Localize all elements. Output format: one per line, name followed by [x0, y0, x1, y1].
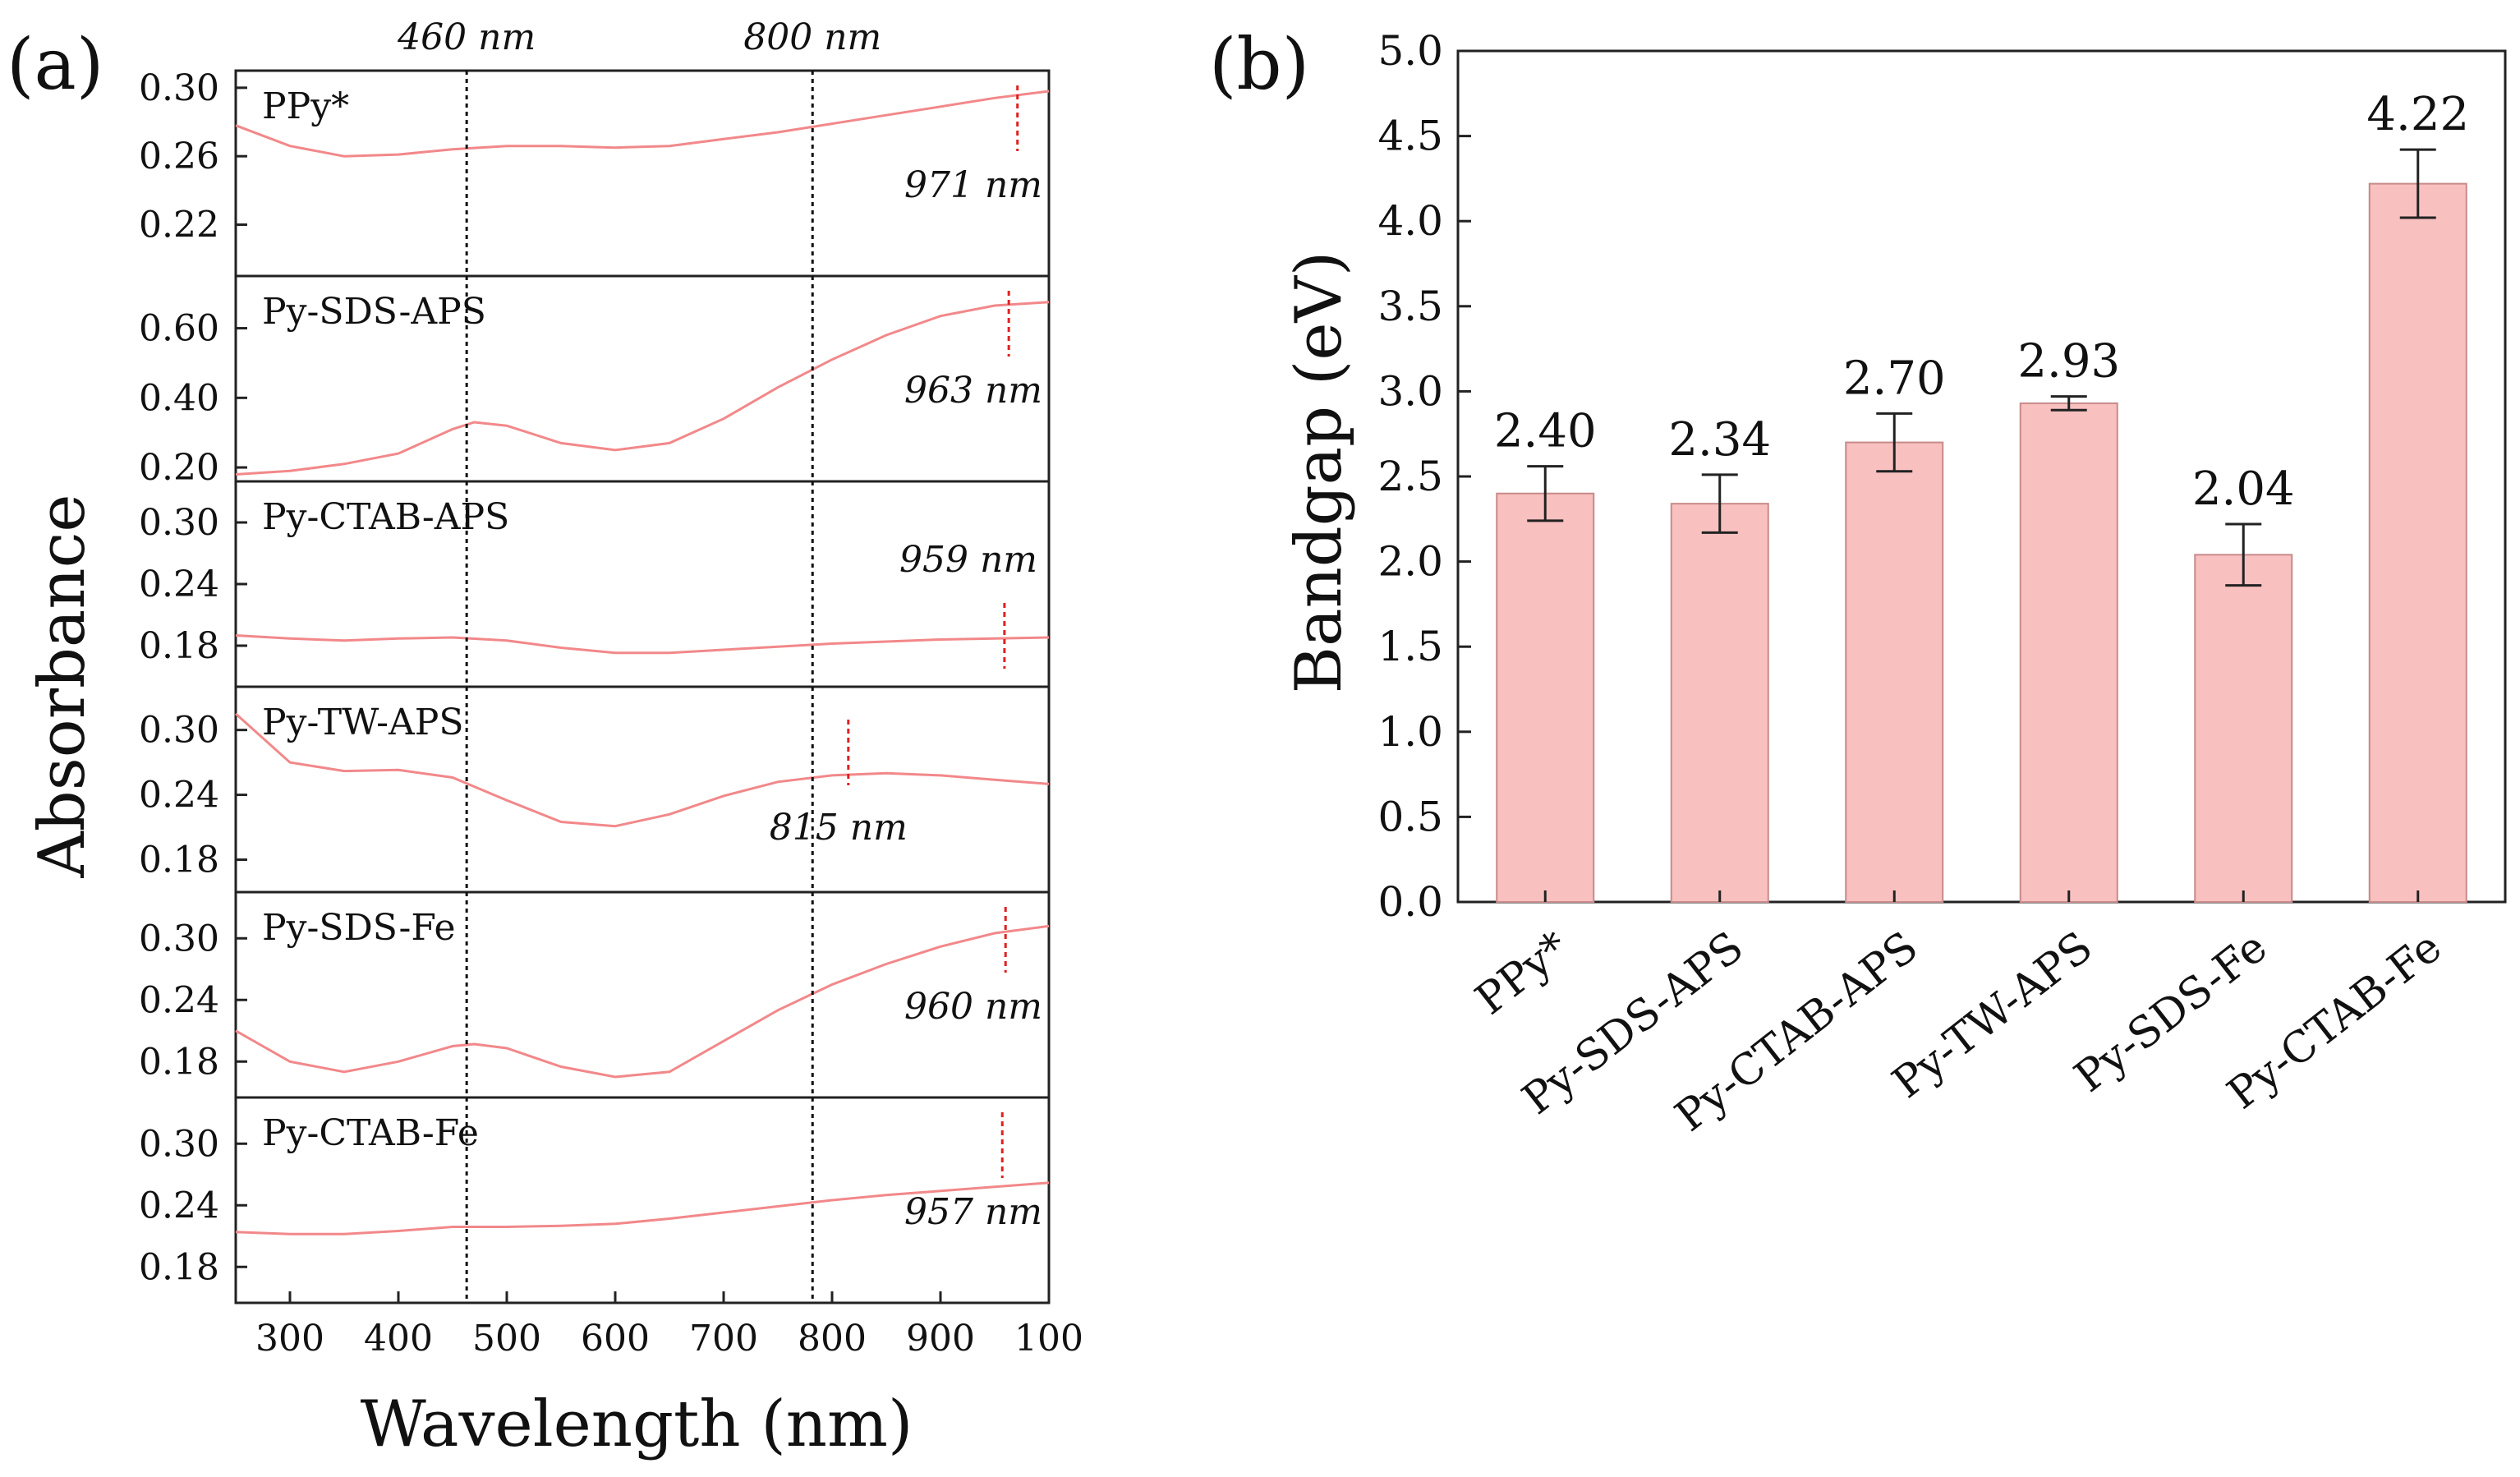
x-tick-label: 700 [689, 1318, 758, 1360]
y-tick-label: 0.30 [139, 1123, 219, 1165]
bar-value-label: 2.40 [1494, 405, 1597, 458]
bar [1845, 441, 1944, 903]
y-tick-label: 0.0 [1377, 878, 1443, 926]
y-tick-label: 0.24 [139, 564, 219, 605]
y-tick-label: 3.5 [1377, 283, 1443, 330]
bar-value-label: 2.04 [2192, 462, 2295, 516]
y-tick-label: 2.0 [1377, 538, 1443, 586]
x-tick-label: 800 [798, 1318, 867, 1360]
panel-a-label: (a) [7, 24, 103, 106]
y-tick-label: 0.26 [139, 136, 219, 177]
y-tick-label: 0.24 [139, 775, 219, 817]
spectrum-name-label: Py-CTAB-Fe [262, 1112, 479, 1154]
spectrum-line [235, 924, 1050, 1079]
bandgap-y-axis-title: Bandgap (eV) [1282, 251, 1356, 694]
y-tick-label: 0.60 [139, 308, 219, 350]
bandgap-chart: 0.0 0.5 1.0 1.5 2.0 2.5 3.0 3.5 4.0 4.5 5.0 2.40 PPy… [1377, 27, 2507, 1141]
spectrum-line [235, 90, 1050, 158]
y-tick-label: 0.30 [139, 67, 219, 109]
y-tick-label: 0.5 [1377, 793, 1443, 840]
wavelength-x-axis-title: Wavelength (nm) [361, 1387, 913, 1461]
y-tick-label: 4.0 [1377, 197, 1443, 245]
y-tick-label: 0.30 [139, 710, 219, 752]
y-tick-label: 0.22 [139, 205, 219, 246]
bar-plot-frame [1456, 49, 2507, 904]
bar-value-label: 2.70 [1843, 352, 1946, 405]
y-tick-label: 0.40 [139, 377, 219, 419]
spectrum-line [235, 1181, 1050, 1235]
peak-wavelength-label: 815 nm [770, 807, 908, 849]
spectrum-name-label: Py-SDS-APS [262, 291, 486, 333]
y-tick-label: 0.18 [139, 1041, 219, 1083]
bar [1496, 492, 1595, 903]
x-tick-label: 400 [364, 1318, 433, 1360]
y-tick-label: 1.5 [1377, 623, 1443, 670]
y-tick-label: 3.0 [1377, 367, 1443, 415]
spectrum-name-label: Py-TW-APS [262, 702, 464, 743]
x-tick-label: 100 [1014, 1318, 1083, 1360]
spectrum-name-label: PPy* [262, 85, 349, 127]
y-tick-label: 4.5 [1377, 113, 1443, 160]
y-tick-label: 0.18 [139, 1246, 219, 1288]
spectrum-line [235, 301, 1050, 476]
y-tick-label: 0.24 [139, 1185, 219, 1226]
spectrum-panel-frame [234, 1096, 1051, 1304]
x-tick-label: 300 [255, 1318, 324, 1360]
y-tick-label: 1.0 [1377, 708, 1443, 756]
spectrum-line [234, 712, 1050, 828]
bar-value-label: 2.34 [1668, 413, 1771, 467]
y-tick-label: 0.18 [139, 625, 219, 667]
x-tick-label: 600 [581, 1318, 650, 1360]
peak-wavelength-label: 959 nm [899, 539, 1037, 581]
x-tick-label: 500 [472, 1318, 541, 1360]
y-tick-label: 5.0 [1377, 27, 1443, 75]
reference-line-label: 460 nm [397, 16, 536, 58]
bar [2368, 182, 2467, 903]
spectrum-name-label: Py-CTAB-APS [262, 496, 509, 538]
peak-wavelength-label: 971 nm [904, 164, 1042, 206]
peak-wavelength-label: 957 nm [904, 1191, 1042, 1233]
spectrum-line [235, 634, 1050, 655]
y-tick-label: 0.30 [139, 502, 219, 544]
bar [2194, 554, 2293, 903]
x-tick-label: 900 [906, 1318, 975, 1360]
y-tick-label: 0.30 [139, 918, 219, 959]
bar-value-label: 2.93 [2017, 335, 2120, 389]
y-tick-label: 0.18 [139, 840, 219, 881]
peak-wavelength-label: 963 nm [904, 370, 1042, 412]
bar [1670, 503, 1769, 903]
category-label: PPy* [1467, 923, 1579, 1024]
bar [2019, 402, 2118, 903]
bar-value-label: 4.22 [2366, 88, 2469, 141]
absorbance-y-axis-title: Absorbance [25, 494, 99, 878]
y-tick-label: 0.24 [139, 979, 219, 1021]
peak-wavelength-label: 960 nm [904, 986, 1042, 1028]
absorbance-chart: 0.30 0.26 0.22 PPy* 971 nm 0.60 0.40 0.20 Py-SDS… [139, 16, 1083, 1360]
y-tick-label: 2.5 [1377, 453, 1443, 500]
y-tick-label: 0.20 [139, 447, 219, 489]
spectrum-name-label: Py-SDS-Fe [262, 907, 456, 949]
panel-b-label: (b) [1209, 24, 1309, 106]
reference-line-label: 800 nm [743, 16, 881, 58]
